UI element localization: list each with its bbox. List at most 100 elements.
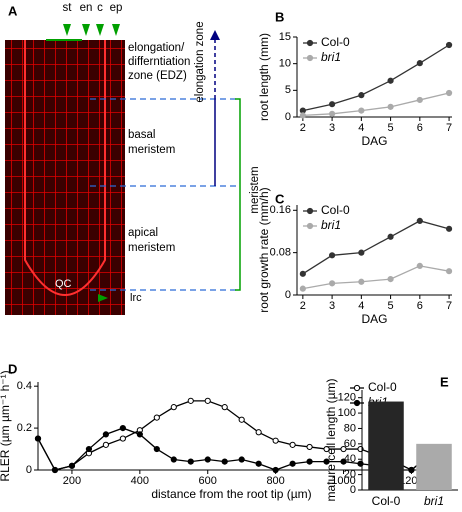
point [299,112,306,119]
x-tick-label: 6 [417,300,423,312]
x-tick-label: 6 [417,122,423,134]
x-tick-label: 4 [358,300,364,312]
point [306,458,313,465]
x-tick-label: 1000 [331,475,355,487]
point [387,233,394,240]
x-tick-label: bri1 [424,494,444,508]
point [445,268,453,275]
point [445,89,453,97]
point [445,225,453,232]
point [416,217,423,224]
legend-marker [353,399,361,407]
point [358,278,365,285]
legend-marker [353,384,361,392]
point [34,435,42,442]
x-tick-label: 5 [388,300,394,312]
qc-label: QC [55,278,72,290]
point [238,416,245,423]
x-tick-label: 4 [358,122,364,134]
point [328,110,336,117]
x-axis-label: distance from the root tip (µm) [151,487,311,501]
meristem-bracket [235,98,241,291]
point [387,276,394,283]
y-tick-label: 120 [338,392,356,404]
series-line [37,427,423,471]
point [102,441,109,448]
x-axis-label: DAG [361,312,387,326]
series-line [37,400,423,471]
series-line [302,92,450,117]
x-tick-label: 7 [446,122,452,134]
point [358,249,365,256]
point [289,441,296,448]
x-tick-label: 2 [300,300,306,312]
point [358,92,365,99]
x-tick-label: 600 [199,475,217,487]
x-tick-label: 200 [63,475,81,487]
y-tick-label: 40 [344,453,356,465]
panel-label: A [8,3,18,18]
legend-label: bri1 [321,50,341,64]
point [340,445,347,453]
point [416,96,423,104]
panel-label: E [440,374,449,389]
point [328,252,336,259]
point [255,429,262,436]
point [102,431,109,438]
point [416,262,423,269]
y-tick-label: 0 [350,484,356,496]
point [187,397,194,404]
y-tick-label: 5 [285,84,291,96]
y-tick-label: 0.2 [17,422,32,434]
point [68,462,76,469]
point [136,431,143,438]
x-tick-label: 3 [329,122,335,134]
y-tick-label: 0.08 [270,247,291,259]
layer-label: c [97,2,103,14]
y-axis-label: RLER (µm µm⁻¹ h⁻¹) [0,370,12,481]
point [306,443,313,451]
layer-arrows [63,24,120,302]
point [119,435,126,442]
point [289,460,296,467]
point [445,41,453,49]
panel-a: A st en c ep elongation/ differntiation … [5,2,261,315]
point [204,397,211,404]
point [416,60,423,67]
zone-label: differntiation [128,56,190,68]
y-tick-label: 10 [279,58,291,70]
legend-label: Col-0 [321,35,350,49]
point [323,458,330,465]
bar [368,401,404,490]
y-tick-label: 0 [285,289,291,301]
zone-label: basal [128,129,156,141]
y-tick-label: 0 [285,111,291,123]
point [272,437,279,444]
root-outline [24,40,106,296]
zone-label: zone (EDZ) [128,70,187,82]
layer-label: st [63,2,73,14]
point [153,445,160,453]
panel-label: D [8,361,17,376]
y-tick-label: 0.16 [270,204,291,216]
legend-marker [306,207,314,215]
zone-label: meristem [128,144,175,156]
point [299,270,306,277]
series-line [302,265,450,290]
legend-marker [306,54,314,62]
point [358,107,365,114]
point [187,458,194,465]
series-line [302,220,450,275]
legend-label: bri1 [321,218,341,232]
y-tick-label: 0.4 [17,380,32,392]
y-tick-label: 20 [344,469,356,481]
panel-label: B [275,9,284,24]
y-tick-label: 0 [26,464,32,476]
x-tick-label: 7 [446,300,452,312]
legend-marker [306,222,314,230]
zone-label: elongation/ [128,42,185,54]
point [299,285,306,292]
point [204,456,211,463]
point [387,77,394,84]
